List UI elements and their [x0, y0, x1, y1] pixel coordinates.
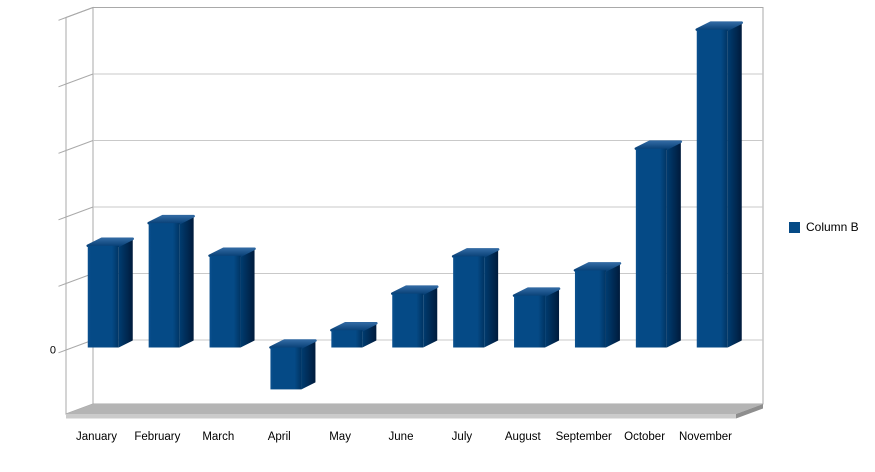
- bar-march: [208, 247, 256, 348]
- bar-february: [147, 214, 195, 348]
- bar-may: [330, 321, 378, 348]
- x-axis-label: August: [505, 431, 542, 443]
- bar-august: [512, 287, 561, 348]
- legend-swatch-icon: [789, 221, 800, 233]
- legend: Column B: [789, 221, 859, 233]
- bar-november: [695, 21, 743, 348]
- y-axis-label-zero: 0: [50, 345, 56, 357]
- x-axis-label: January: [76, 431, 117, 443]
- x-axis-label: March: [202, 431, 234, 443]
- x-axis-label: November: [679, 431, 732, 443]
- x-axis-label: July: [452, 431, 473, 443]
- bar-july: [451, 248, 500, 348]
- bar-september: [573, 262, 622, 348]
- bar-october: [634, 140, 683, 348]
- x-axis-label: June: [389, 431, 414, 443]
- chart-floor-top: [66, 404, 763, 414]
- bar-april: [269, 339, 317, 390]
- bar-june: [391, 285, 439, 348]
- chart-floor-front: [66, 414, 736, 419]
- bar-january: [86, 237, 134, 348]
- x-axis-label: May: [329, 431, 351, 443]
- x-axis-label: February: [134, 431, 180, 443]
- chart-floor-side: [736, 404, 763, 419]
- x-axis-label: October: [624, 431, 665, 443]
- chart-side-wall: [65, 6, 94, 415]
- x-axis-label: September: [556, 431, 612, 443]
- legend-label: Column B: [806, 220, 859, 234]
- x-axis-label: April: [268, 431, 291, 443]
